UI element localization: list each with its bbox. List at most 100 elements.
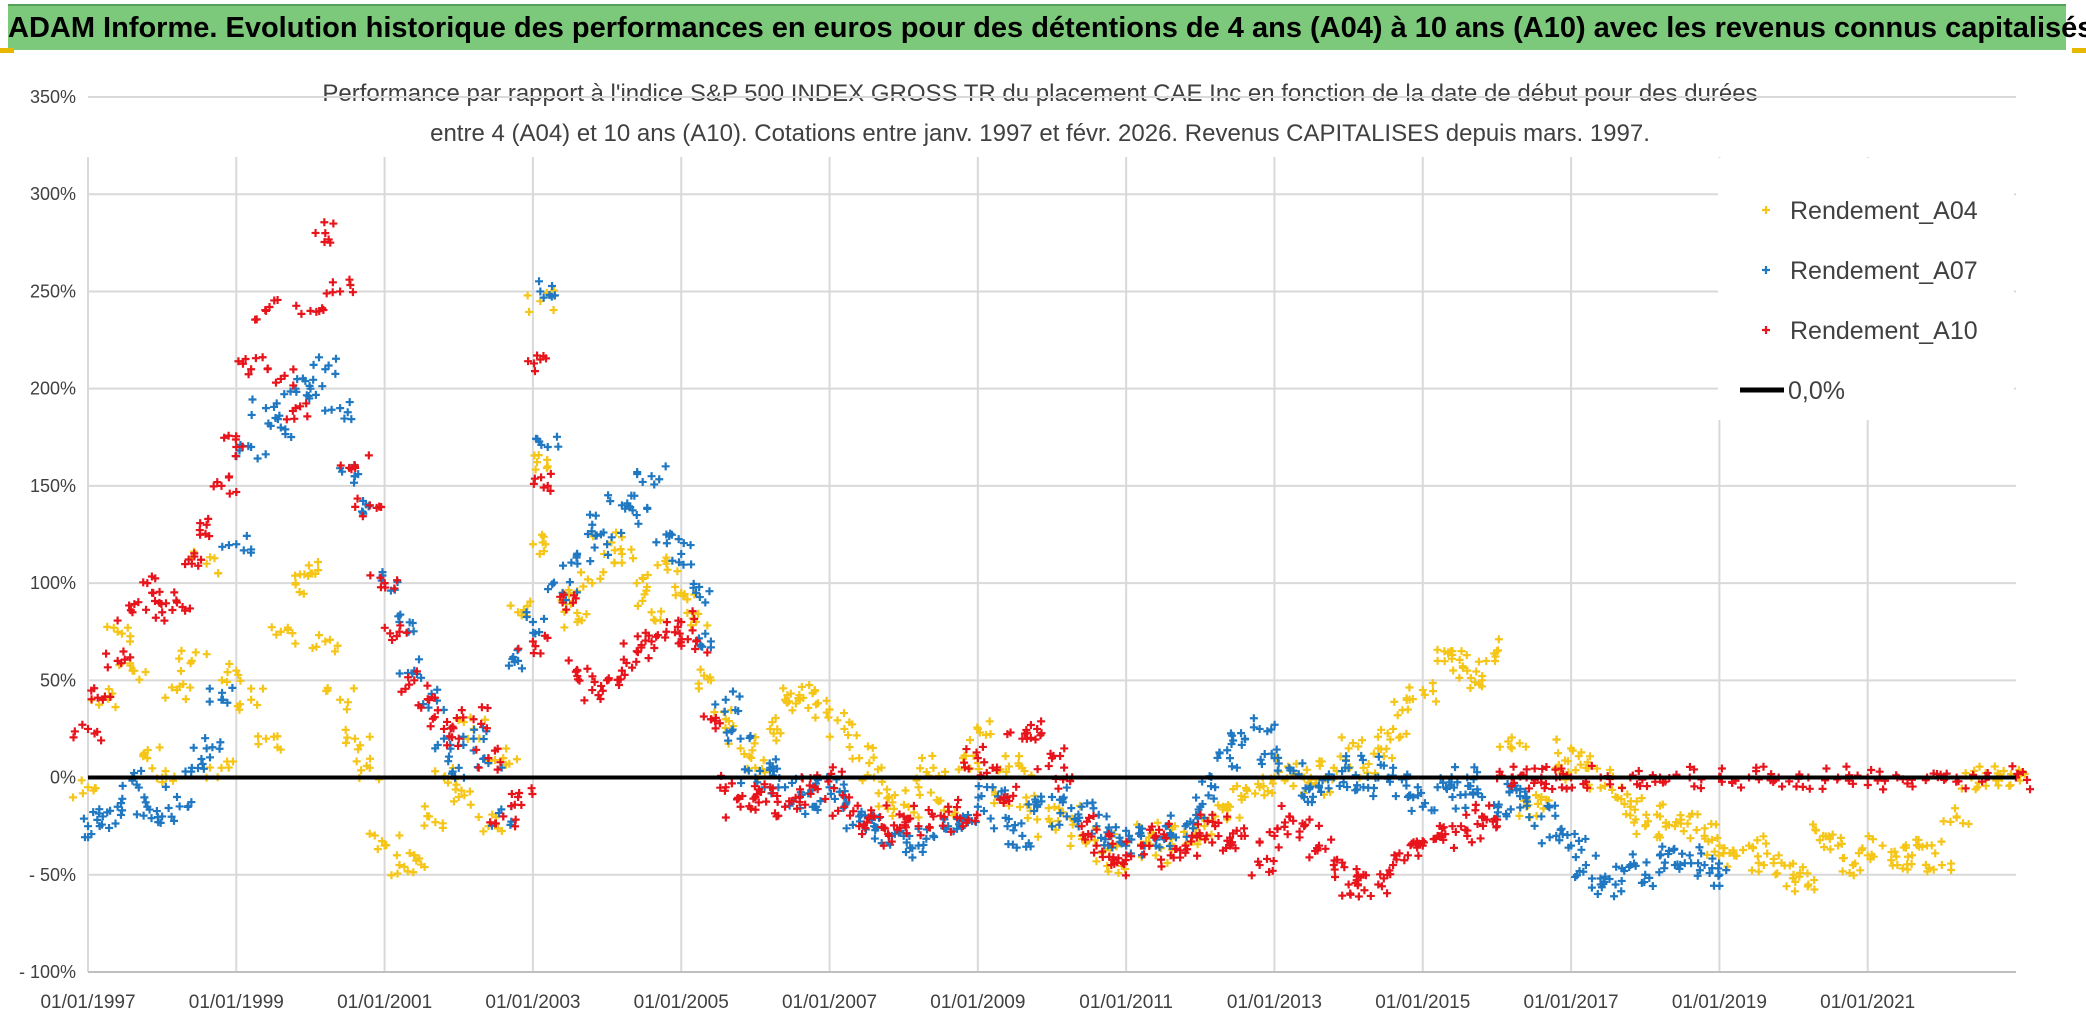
data-point-jitter xyxy=(1002,767,1011,776)
data-point-jitter xyxy=(801,809,810,818)
data-point-jitter xyxy=(909,808,918,817)
data-point-jitter xyxy=(1574,836,1583,845)
data-point-jitter xyxy=(512,755,521,764)
data-point xyxy=(1374,744,1383,753)
data-point-jitter xyxy=(1875,767,1884,776)
data-point-jitter xyxy=(431,818,440,827)
data-point-jitter xyxy=(1341,756,1350,765)
data-point-jitter xyxy=(1122,826,1131,835)
data-point-jitter xyxy=(1752,763,1761,772)
data-point-jitter xyxy=(1577,748,1586,757)
data-point xyxy=(1685,851,1694,860)
data-point-jitter xyxy=(1473,768,1482,777)
data-point xyxy=(1804,880,1813,889)
data-point-jitter xyxy=(687,621,696,630)
data-point-jitter xyxy=(426,722,435,731)
data-point-jitter xyxy=(788,706,797,715)
data-point-jitter xyxy=(627,545,636,554)
data-point-jitter xyxy=(162,599,170,608)
data-point-jitter xyxy=(524,357,533,366)
data-point-jitter xyxy=(1826,845,1835,854)
data-point-jitter xyxy=(906,843,915,852)
data-point-jitter xyxy=(395,669,404,678)
x-tick-label: 01/01/2013 xyxy=(1227,992,1322,1013)
data-point xyxy=(336,287,345,296)
data-point-jitter xyxy=(1405,683,1414,692)
data-point-jitter xyxy=(459,732,468,741)
data-point-jitter xyxy=(1488,817,1497,826)
data-point-jitter xyxy=(978,742,987,751)
data-point-jitter xyxy=(443,778,452,787)
data-point-jitter xyxy=(1693,810,1702,819)
data-point-jitter xyxy=(141,667,150,676)
data-point xyxy=(1611,880,1620,889)
data-point xyxy=(588,686,597,695)
data-point-jitter xyxy=(1396,732,1405,741)
data-point xyxy=(1774,851,1783,860)
data-point xyxy=(1003,822,1012,831)
data-point-jitter xyxy=(404,673,413,682)
data-point-jitter xyxy=(1642,810,1651,819)
data-point-jitter xyxy=(560,623,569,632)
data-point-jitter xyxy=(1327,835,1336,844)
data-point-jitter xyxy=(1466,684,1475,693)
data-point-jitter xyxy=(1089,811,1098,820)
data-point-jitter xyxy=(486,818,495,827)
data-point xyxy=(706,637,715,646)
data-point-jitter xyxy=(370,831,379,840)
data-point xyxy=(1389,861,1398,870)
data-point-jitter xyxy=(738,792,747,801)
data-point-jitter xyxy=(842,824,851,833)
data-point-jitter xyxy=(1301,784,1310,793)
data-point-jitter xyxy=(218,688,227,697)
data-point-jitter xyxy=(1285,812,1294,821)
data-point-jitter xyxy=(1092,825,1101,834)
data-point-jitter xyxy=(302,399,311,408)
data-point-jitter xyxy=(1538,764,1547,773)
data-point-jitter xyxy=(1769,854,1778,863)
data-point-jitter xyxy=(1428,678,1437,687)
data-point-jitter xyxy=(254,740,263,749)
data-point-jitter xyxy=(1260,791,1269,800)
data-point-jitter xyxy=(1161,834,1170,843)
data-point-jitter xyxy=(1563,830,1572,839)
data-point-jitter xyxy=(1937,837,1946,846)
data-point-jitter xyxy=(93,815,102,824)
data-point-jitter xyxy=(303,412,312,421)
data-point-jitter xyxy=(1466,673,1475,682)
data-point-jitter xyxy=(69,733,78,742)
data-point xyxy=(158,608,167,617)
data-point-jitter xyxy=(236,700,245,709)
data-point xyxy=(1834,841,1843,850)
data-point-jitter xyxy=(596,695,605,704)
data-point xyxy=(187,559,196,568)
data-point-jitter xyxy=(1690,765,1699,774)
data-point-jitter xyxy=(1388,754,1397,763)
data-point-jitter xyxy=(737,779,746,788)
data-point-jitter xyxy=(1428,687,1437,696)
data-point-jitter xyxy=(186,683,195,692)
data-point-jitter xyxy=(772,812,781,821)
data-point xyxy=(454,763,463,772)
data-point xyxy=(247,695,256,704)
data-point-jitter xyxy=(596,574,605,583)
data-point-jitter xyxy=(1550,801,1559,810)
data-point xyxy=(1878,841,1887,850)
data-point xyxy=(662,530,671,539)
data-point-jitter xyxy=(552,432,561,441)
data-point-jitter xyxy=(1268,866,1277,875)
data-point-jitter xyxy=(292,301,301,310)
data-point-jitter xyxy=(1530,821,1539,830)
data-point-jitter xyxy=(1145,841,1154,850)
data-point-jitter xyxy=(874,789,883,798)
data-point-jitter xyxy=(2018,768,2027,777)
data-point-jitter xyxy=(1680,859,1689,868)
data-point-jitter xyxy=(1108,839,1117,848)
data-point-jitter xyxy=(1033,765,1042,774)
data-point-jitter xyxy=(760,768,769,777)
data-point-jitter xyxy=(1504,737,1513,746)
data-point-jitter xyxy=(1187,831,1196,840)
data-point-jitter xyxy=(1242,785,1251,794)
data-point-jitter xyxy=(1022,793,1031,802)
